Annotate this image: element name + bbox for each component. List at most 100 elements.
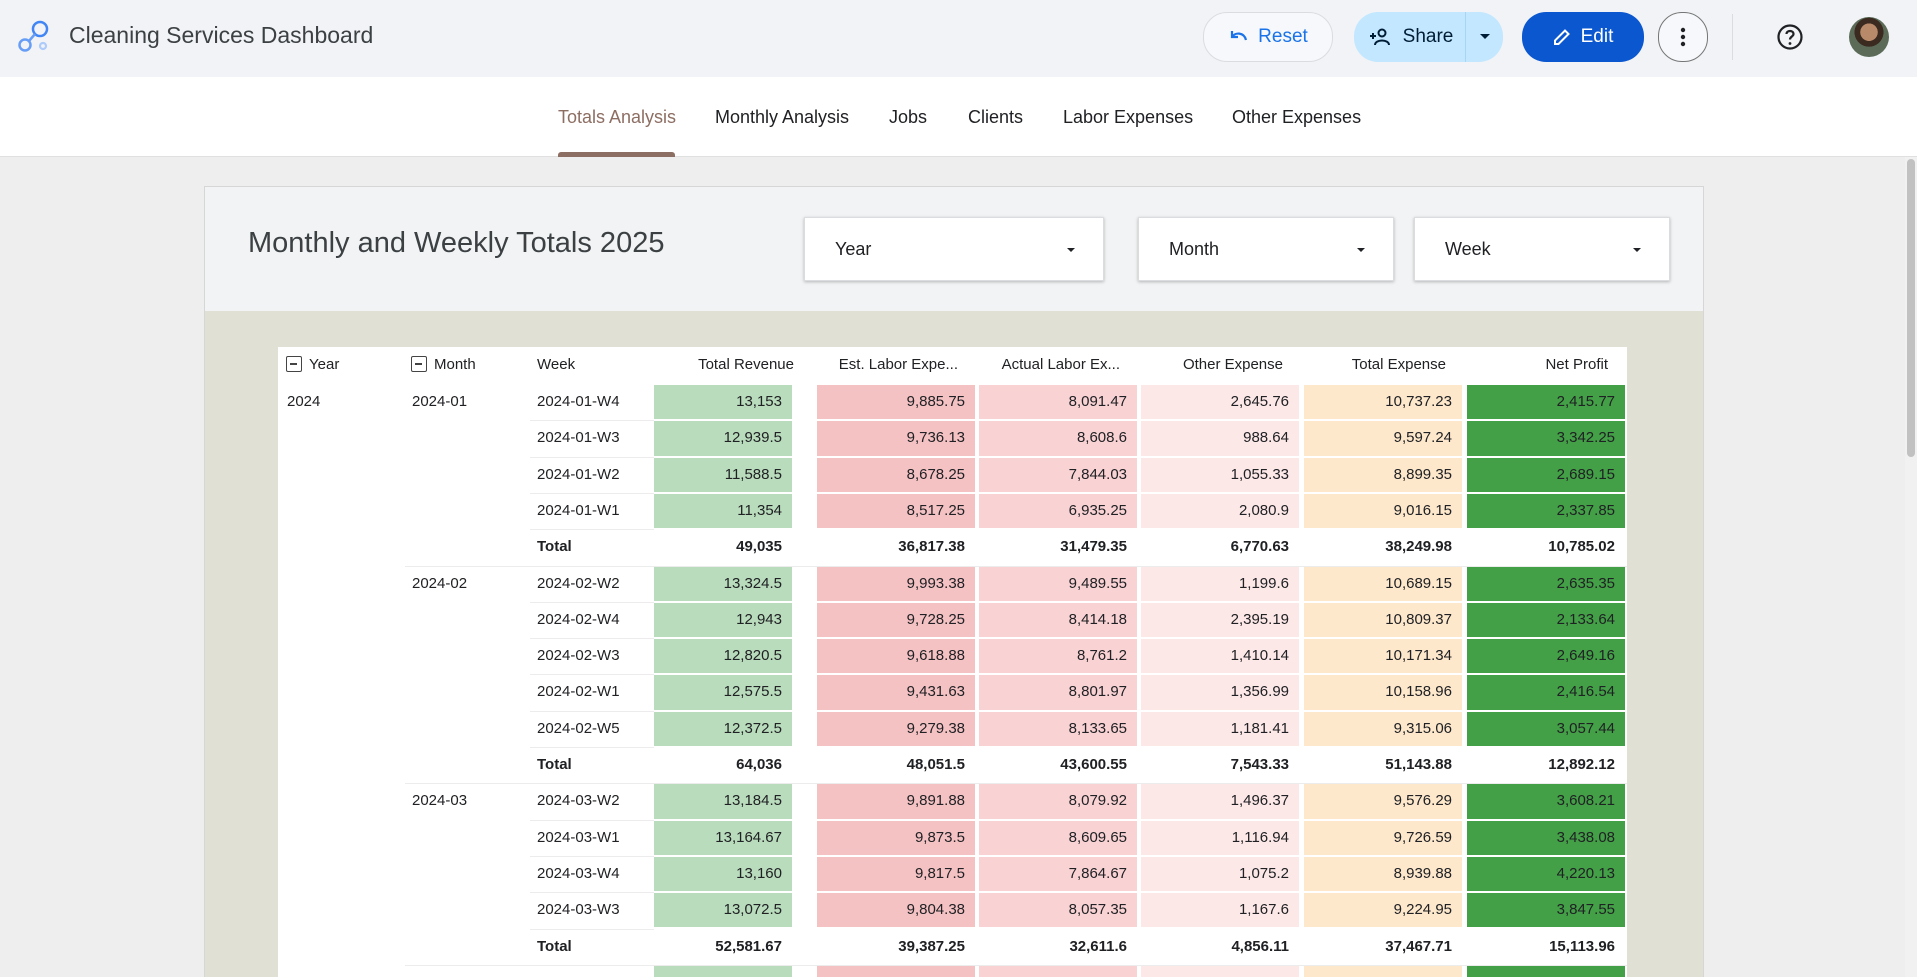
collapse-year-icon[interactable] bbox=[286, 356, 302, 372]
subtotal-net-profit: 10,785.02 bbox=[1548, 538, 1615, 556]
value-cell-total-expense: 10,689.15 bbox=[1304, 566, 1462, 601]
tab-other-expenses[interactable]: Other Expenses bbox=[1232, 107, 1362, 127]
value-cell-net-profit: 4,220.13 bbox=[1467, 856, 1625, 892]
value-cell-actual-labor: 8,761.2 bbox=[979, 639, 1137, 674]
row-divider bbox=[530, 819, 654, 821]
value-cell-net-profit: 2,416.54 bbox=[1467, 675, 1625, 710]
value-cell-total-expense: 10,158.96 bbox=[1304, 675, 1462, 710]
header-actual-labor[interactable]: Actual Labor Ex... bbox=[1001, 356, 1120, 373]
header-other-expense[interactable]: Other Expense bbox=[1182, 356, 1283, 373]
value-cell-revenue: 11,354 bbox=[654, 493, 792, 529]
pivot-table[interactable]: Year Month Week Total Revenue Est. Labor… bbox=[278, 347, 1627, 977]
value-cell-other: 2,080.9 bbox=[1141, 493, 1299, 529]
week-cell: 2024-03-W2 bbox=[537, 792, 620, 810]
value-cell-other: 2,395.19 bbox=[1141, 602, 1299, 638]
row-divider bbox=[530, 674, 654, 676]
pencil-icon bbox=[1553, 29, 1570, 45]
add-person-icon bbox=[1369, 28, 1390, 46]
month-cell: 2024-01 bbox=[412, 393, 468, 410]
week-cell: 2024-01-W3 bbox=[537, 429, 620, 447]
value-cell-net-profit: 2,133.64 bbox=[1467, 602, 1625, 638]
help-button[interactable] bbox=[1767, 14, 1813, 60]
value-cell-revenue: 12,372.5 bbox=[654, 711, 792, 746]
subtotal-actual-labor: 43,600.55 bbox=[1060, 756, 1127, 773]
subtotal-revenue: 64,036 bbox=[736, 756, 782, 773]
month-cell: 2024-02 bbox=[412, 574, 468, 592]
page-scrollbar[interactable] bbox=[1905, 157, 1917, 977]
tab-clients[interactable]: Clients bbox=[968, 107, 1024, 127]
week-cell: 2024-02-W5 bbox=[537, 719, 620, 737]
subtotal-label: Total bbox=[537, 937, 572, 955]
value-cell-revenue: 12,820.5 bbox=[654, 639, 792, 674]
week-cell: 2024-01-W2 bbox=[537, 465, 620, 483]
subtotal-total-expense: 38,249.98 bbox=[1385, 538, 1452, 556]
value-cell-actual-labor: 8,801.97 bbox=[979, 675, 1137, 710]
collapse-month-icon[interactable] bbox=[411, 356, 427, 372]
value-cell-total-expense: 9,315.06 bbox=[1304, 711, 1462, 746]
value-cell-net-profit: 3,438.08 bbox=[1467, 820, 1625, 855]
subtotal-label: Total bbox=[537, 756, 572, 773]
value-cell-total-expense: 10,171.34 bbox=[1304, 639, 1462, 674]
value-cell-other: 988.64 bbox=[1141, 421, 1299, 456]
tab-totals-analysis[interactable]: Totals Analysis bbox=[558, 107, 677, 127]
scrollbar-thumb[interactable] bbox=[1907, 159, 1915, 457]
header-net-profit[interactable]: Net Profit bbox=[1545, 356, 1608, 373]
app-title: Cleaning Services Dashboard bbox=[69, 22, 374, 48]
value-cell-other: 2,645.76 bbox=[1141, 385, 1299, 420]
value-cell-actual-labor: 9,489.55 bbox=[979, 566, 1137, 601]
value-cell-total-expense: 8,899.35 bbox=[1304, 457, 1462, 492]
value-cell-other: 1,075.2 bbox=[1141, 856, 1299, 892]
value-cell-net-profit: 2,649.16 bbox=[1467, 639, 1625, 674]
more-options-button[interactable] bbox=[1658, 12, 1708, 62]
week-cell: 2024-01-W4 bbox=[537, 393, 620, 410]
value-cell-total-expense: 10,809.37 bbox=[1304, 602, 1462, 638]
header-total-expense[interactable]: Total Expense bbox=[1351, 356, 1446, 373]
partial-next-row-cell bbox=[1304, 965, 1462, 977]
header-month-label: Month bbox=[434, 356, 476, 373]
subtotal-revenue: 49,035 bbox=[736, 538, 782, 556]
subtotal-net-profit: 15,113.96 bbox=[1549, 937, 1615, 955]
row-divider bbox=[530, 601, 654, 603]
week-filter-dropdown[interactable]: Week bbox=[1414, 217, 1670, 281]
reset-button[interactable]: Reset bbox=[1203, 12, 1333, 62]
tab-monthly-analysis[interactable]: Monthly Analysis bbox=[715, 107, 850, 127]
year-filter-dropdown[interactable]: Year bbox=[804, 217, 1104, 281]
header-total-revenue[interactable]: Total Revenue bbox=[698, 356, 794, 373]
value-cell-net-profit: 3,608.21 bbox=[1467, 784, 1625, 819]
group-divider bbox=[405, 964, 1627, 966]
value-cell-actual-labor: 8,608.6 bbox=[979, 421, 1137, 456]
row-divider bbox=[530, 747, 654, 748]
value-cell-other: 1,116.94 bbox=[1141, 820, 1299, 855]
value-cell-revenue: 13,164.67 bbox=[654, 820, 792, 855]
week-cell: 2024-02-W4 bbox=[537, 610, 620, 628]
value-cell-revenue: 12,939.5 bbox=[654, 421, 792, 456]
value-cell-other: 1,181.41 bbox=[1141, 711, 1299, 746]
value-cell-actual-labor: 8,091.47 bbox=[979, 385, 1137, 420]
header-year[interactable]: Year bbox=[286, 347, 396, 383]
tab-jobs[interactable]: Jobs bbox=[889, 107, 928, 127]
subtotal-net-profit: 12,892.12 bbox=[1548, 756, 1615, 773]
value-cell-revenue: 12,943 bbox=[654, 602, 792, 638]
value-cell-revenue: 13,072.5 bbox=[654, 893, 792, 928]
row-divider bbox=[530, 420, 654, 422]
share-button[interactable]: Share bbox=[1354, 12, 1468, 62]
value-cell-total-expense: 9,726.59 bbox=[1304, 820, 1462, 855]
header-month[interactable]: Month bbox=[411, 347, 521, 383]
app-header: Cleaning Services Dashboard Reset Share … bbox=[0, 0, 1917, 77]
avatar[interactable] bbox=[1849, 17, 1889, 57]
caret-down-icon bbox=[1067, 248, 1075, 252]
tab-labor-expenses[interactable]: Labor Expenses bbox=[1063, 107, 1194, 127]
edit-button[interactable]: Edit bbox=[1522, 12, 1644, 62]
header-week[interactable]: Week bbox=[537, 356, 576, 373]
help-icon bbox=[1777, 24, 1803, 50]
caret-down-icon bbox=[1357, 248, 1365, 252]
share-dropdown-button[interactable] bbox=[1465, 12, 1503, 62]
subtotal-total-expense: 51,143.88 bbox=[1385, 756, 1452, 773]
value-cell-net-profit: 2,337.85 bbox=[1467, 493, 1625, 529]
subtotal-est-labor: 48,051.5 bbox=[906, 756, 965, 773]
header-est-labor[interactable]: Est. Labor Expe... bbox=[838, 356, 958, 373]
looker-studio-logo-icon[interactable] bbox=[17, 19, 51, 55]
month-filter-dropdown[interactable]: Month bbox=[1138, 217, 1394, 281]
value-cell-est-labor: 9,618.88 bbox=[817, 639, 975, 674]
value-cell-revenue: 12,575.5 bbox=[654, 675, 792, 710]
